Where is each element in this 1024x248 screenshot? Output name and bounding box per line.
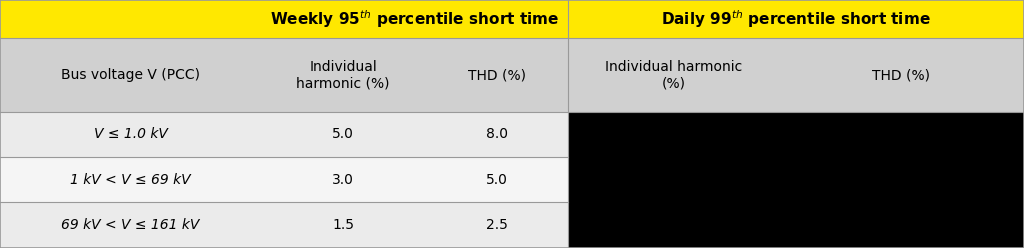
Text: 5.0: 5.0 [332, 127, 354, 141]
Bar [568, 202, 1024, 248]
Text: Daily 99$^{th}$ percentile short time: Daily 99$^{th}$ percentile short time [662, 8, 931, 30]
Text: 8.0: 8.0 [485, 127, 508, 141]
Bar [0, 202, 568, 248]
Text: 69 kV < V ≤ 161 kV: 69 kV < V ≤ 161 kV [61, 218, 200, 232]
Text: Individual harmonic
(%): Individual harmonic (%) [604, 60, 742, 90]
Bar [0, 0, 1024, 38]
Text: V ≤ 1.0 kV: V ≤ 1.0 kV [93, 127, 168, 141]
Text: 3.0: 3.0 [332, 173, 354, 187]
Bar [0, 38, 1024, 112]
Text: 1 kV < V ≤ 69 kV: 1 kV < V ≤ 69 kV [71, 173, 190, 187]
Text: Weekly 95$^{th}$ percentile short time: Weekly 95$^{th}$ percentile short time [270, 8, 559, 30]
Text: 1.5: 1.5 [332, 218, 354, 232]
Bar [0, 157, 568, 202]
Text: THD (%): THD (%) [872, 68, 930, 82]
Bar [0, 112, 568, 157]
Text: 5.0: 5.0 [485, 173, 508, 187]
Text: 2.5: 2.5 [485, 218, 508, 232]
Text: THD (%): THD (%) [468, 68, 525, 82]
Bar [568, 112, 1024, 157]
Bar [568, 157, 1024, 202]
Text: Bus voltage V (PCC): Bus voltage V (PCC) [61, 68, 200, 82]
Text: Individual
harmonic (%): Individual harmonic (%) [296, 60, 390, 90]
